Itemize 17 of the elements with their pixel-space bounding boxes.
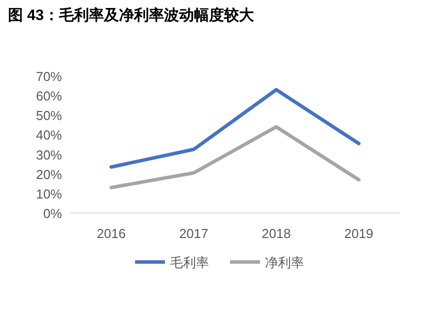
legend-label: 净利率 [265, 255, 304, 270]
x-tick-label: 2016 [96, 226, 126, 241]
y-tick-label: 20% [36, 166, 62, 182]
y-tick-label: 70% [36, 69, 62, 84]
y-tick-label: 10% [36, 186, 62, 202]
line-series [110, 125, 360, 190]
legend-label: 毛利率 [170, 255, 209, 270]
line-series [110, 88, 360, 169]
chart-title: 图 43：毛利率及净利率波动幅度较大 [8, 6, 255, 24]
x-tick-label: 2019 [344, 226, 374, 241]
y-tick-label: 60% [36, 88, 62, 104]
y-tick-label: 0% [43, 206, 62, 221]
x-tick-label: 2017 [179, 226, 208, 241]
y-tick-label: 50% [36, 108, 62, 124]
x-tick-label: 2018 [262, 226, 291, 241]
y-tick-label: 30% [36, 147, 62, 162]
y-tick-label: 40% [36, 128, 62, 143]
